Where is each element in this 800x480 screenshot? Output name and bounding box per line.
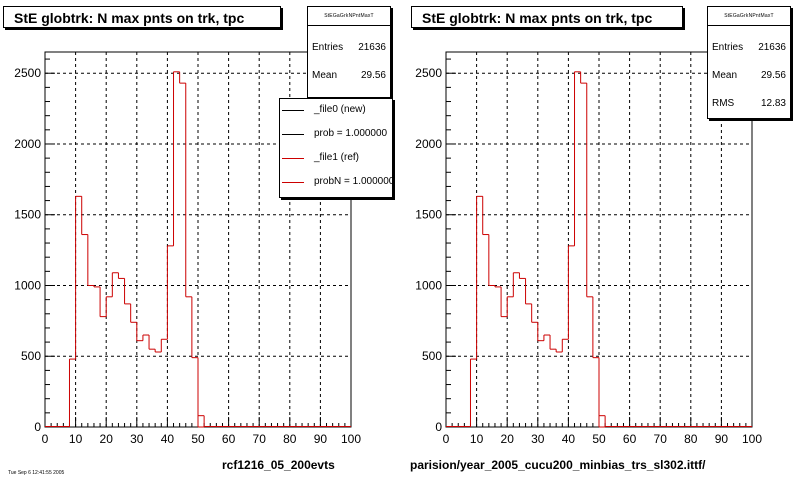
right-y-tick-label: 2000 — [415, 137, 442, 151]
legend-label-probn: probN = 1.000000 — [314, 176, 393, 187]
left-x-tick-label: 50 — [191, 432, 205, 446]
right-x-tick-label: 30 — [531, 432, 545, 446]
left-stats-entries-label: Entries — [312, 42, 344, 53]
left-stats-mean-label: Mean — [312, 70, 338, 81]
left-x-tick-label: 30 — [130, 432, 144, 446]
left-y-tick-label: 2500 — [14, 66, 41, 80]
right-x-tick-label: 0 — [443, 432, 450, 446]
right-stats-entries-value: 21636 — [758, 42, 786, 53]
right-x-label: parision/year_2005_cucu200_minbias_trs_s… — [410, 458, 706, 472]
left-y-tick-label: 0 — [34, 420, 41, 434]
right-stats-entries-row: Entries 21636 — [712, 41, 786, 55]
left-stats-name: StEGaGrkNPntMaxT — [308, 7, 390, 26]
legend-swatch-probn — [282, 182, 304, 183]
right-stats-name: StEGaGrkNPntMaxT — [708, 7, 790, 26]
left-x-tick-label: 20 — [100, 432, 114, 446]
left-x-label: rcf1216_05_200evts — [222, 458, 335, 472]
left-x-tick-label: 0 — [42, 432, 49, 446]
right-y-tick-label: 500 — [422, 349, 442, 363]
left-plot-title: StE globtrk: N max pnts on trk, tpc — [3, 6, 281, 28]
right-plot-title: StE globtrk: N max pnts on trk, tpc — [411, 6, 683, 28]
right-x-tick-label: 40 — [562, 432, 576, 446]
left-stats-entries-row: Entries 21636 — [312, 41, 386, 55]
left-x-tick-label: 80 — [283, 432, 297, 446]
left-legend: _file0 (new) prob = 1.000000 _file1 (ref… — [279, 98, 393, 198]
legend-label-prob: prob = 1.000000 — [314, 128, 388, 139]
right-x-tick-label: 70 — [654, 432, 668, 446]
right-x-tick-label: 90 — [715, 432, 729, 446]
left-x-tick-label: 90 — [314, 432, 328, 446]
left-stats-mean-row: Mean 29.56 — [312, 69, 386, 83]
right-stats-mean-value: 29.56 — [760, 70, 786, 81]
legend-swatch-file1 — [282, 158, 304, 159]
right-x-tick-label: 10 — [470, 432, 484, 446]
right-histogram-plot: 0 10 20 30 40 50 60 70 80 90 100050010001500200025… — [415, 51, 762, 446]
right-stats-rms-row: RMS 12.83 — [712, 97, 786, 111]
right-y-tick-label: 2500 — [415, 66, 442, 80]
right-stats-mean-row: Mean 29.56 — [712, 69, 786, 83]
right-y-tick-label: 1500 — [415, 208, 442, 222]
timestamp-footer: Tue Sep 6 12:41:55 2005 — [8, 470, 65, 476]
right-stats-rms-label: RMS — [712, 98, 735, 109]
right-x-tick-label: 80 — [684, 432, 698, 446]
right-x-tick-label: 20 — [501, 432, 515, 446]
left-x-tick-label: 100 — [341, 432, 361, 446]
left-histogram-plot: 0 10 20 30 40 50 60 70 80 90 100050010001500200025… — [14, 51, 361, 446]
left-stats-box: StEGaGrkNPntMaxT Entries 21636 Mean 29.5… — [307, 6, 391, 98]
right-stats-mean-label: Mean — [712, 70, 738, 81]
right-x-tick-label: 100 — [742, 432, 762, 446]
right-stats-box: StEGaGrkNPntMaxT Entries 21636 Mean 29.5… — [707, 6, 791, 119]
left-y-tick-label: 2000 — [14, 137, 41, 151]
right-stats-entries-label: Entries — [712, 42, 744, 53]
right-x-tick-label: 50 — [592, 432, 606, 446]
right-y-tick-label: 0 — [435, 420, 442, 434]
legend-label-file1: _file1 (ref) — [314, 152, 360, 163]
left-y-tick-label: 500 — [21, 349, 41, 363]
left-stats-mean-value: 29.56 — [360, 70, 386, 81]
left-x-tick-label: 40 — [161, 432, 175, 446]
right-stats-rms-value: 12.83 — [760, 98, 786, 109]
left-x-tick-label: 70 — [253, 432, 267, 446]
legend-swatch-file0 — [282, 110, 304, 111]
right-x-tick-label: 60 — [623, 432, 637, 446]
legend-label-file0: _file0 (new) — [314, 104, 366, 115]
left-x-tick-label: 10 — [69, 432, 83, 446]
legend-swatch-prob — [282, 134, 304, 135]
right-y-tick-label: 1000 — [415, 278, 442, 292]
left-y-tick-label: 1500 — [14, 208, 41, 222]
left-y-tick-label: 1000 — [14, 278, 41, 292]
left-x-tick-label: 60 — [222, 432, 236, 446]
left-stats-entries-value: 21636 — [358, 42, 386, 53]
